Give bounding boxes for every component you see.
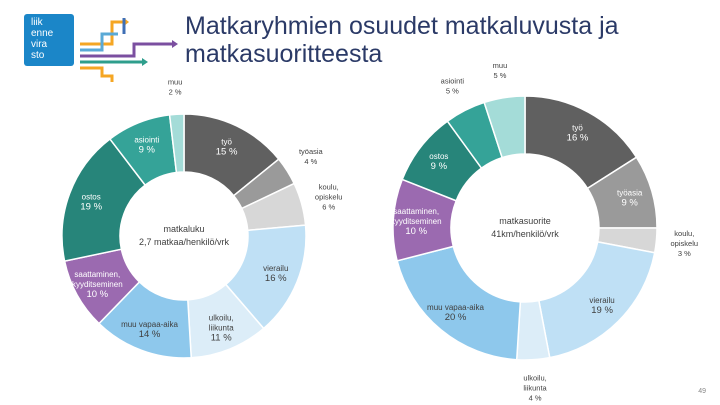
slice-name-label: vierailu	[589, 296, 614, 305]
slice-name-label: koulu,	[674, 229, 694, 238]
donut-chart-matkasuorite: työ 16 %työasia 9 %koulu, opiskelu 3 %vierai…	[391, 61, 698, 403]
slice-label-ostos: ostos 19 %	[80, 193, 102, 213]
slice-label-ostos: ostos 9 %	[429, 152, 448, 172]
slice-name-label: koulu,	[319, 182, 339, 191]
slice-value-label: 4 %	[529, 394, 542, 403]
slice-name-label: ulkoilu,	[209, 314, 234, 323]
slice-value-label: 10 %	[405, 226, 427, 237]
slice-muu	[483, 95, 526, 159]
slice-value-label: 6 %	[322, 202, 335, 211]
slice-value-label: 5 %	[446, 86, 459, 95]
center-label-value: 2,7 matkaa/henkilö/vrk	[139, 237, 230, 247]
logo: liik enne vira sto	[24, 14, 178, 84]
slice-label-ulkoilu-liikunta: ulkoilu, liikunta 11 %	[209, 314, 234, 344]
slice-name-label: kyyditseminen	[391, 217, 442, 226]
slice-name-label: liikunta	[209, 324, 234, 333]
slice-name-label: muu vapaa-aika	[121, 320, 178, 329]
slice-value-label: 3 %	[678, 249, 691, 258]
slice-value-label: 19 %	[80, 202, 102, 213]
slice-label-saattaminen-kyyditseminen: saattaminen, kyyditseminen 10 %	[391, 207, 442, 237]
donut-chart-matkaluku: työ 15 % työasia 4 % koulu, opiskelu 6 % vierai…	[61, 77, 343, 359]
slice-value-label: 15 %	[216, 147, 238, 158]
logo-text-line: enne	[31, 28, 54, 39]
slice-name-label: muu vapaa-aika	[427, 303, 484, 312]
slice-value-label: 4 %	[304, 157, 317, 166]
slice-muu-vapaa-aika	[396, 245, 522, 361]
slice-label-muu-vapaa-aika: muu vapaa-aika 20 %	[427, 303, 484, 323]
logo-text-line: sto	[31, 50, 45, 61]
page-number: 49	[698, 388, 706, 395]
slice-label-työasia: työasia 9 %	[617, 189, 643, 209]
slice-value-label: 5 %	[494, 71, 507, 80]
slice-value-label: 9 %	[139, 144, 156, 155]
slice-name-label: työasia	[299, 147, 324, 156]
slice-value-label: 19 %	[591, 305, 613, 316]
slice-label-koulu-opiskelu: koulu, opiskelu 3 %	[671, 229, 699, 258]
logo-box: liik enne vira sto	[24, 14, 74, 66]
slice-label-saattaminen-kyyditseminen: saattaminen, kyyditseminen 10 %	[72, 270, 123, 300]
slice-value-label: 14 %	[139, 329, 161, 340]
slice-label-koulu-opiskelu: koulu, opiskelu 6 %	[315, 182, 343, 211]
center-label-title: matkasuorite	[499, 216, 551, 226]
center-label-value: 41km/henkilö/vrk	[491, 229, 559, 239]
slice-name-label: asiointi	[441, 76, 465, 85]
slice-value-label: 2 %	[169, 87, 182, 96]
slice-label-vierailu: vierailu 16 %	[263, 264, 288, 284]
slice-label-vierailu: vierailu 19 %	[589, 296, 614, 316]
slice-name-label: ulkoilu,	[523, 374, 546, 383]
slice-value-label: 9 %	[431, 161, 448, 172]
slice-label-muu-vapaa-aika: muu vapaa-aika 14 %	[121, 320, 178, 340]
logo-arrows-icon	[80, 18, 178, 82]
slice-value-label: 9 %	[621, 198, 638, 209]
slice-name-label: muu	[493, 61, 508, 70]
slice-label-asiointi: asiointi 5 %	[441, 76, 465, 95]
slice-name-label: muu	[168, 77, 183, 86]
slice-name-label: kyyditseminen	[72, 280, 123, 289]
slice-name-label: ostos	[82, 193, 101, 202]
slice-label-työ: työ 15 %	[216, 138, 238, 158]
slice-value-label: 16 %	[567, 132, 589, 143]
slice-name-label: saattaminen,	[393, 207, 439, 216]
slice-value-label: 20 %	[445, 312, 467, 323]
slice-name-label: opiskelu	[671, 239, 699, 248]
slice-value-label: 16 %	[265, 273, 287, 284]
title-line-2: matkasuoritteesta	[185, 40, 383, 68]
slice-name-label: asiointi	[134, 135, 159, 144]
page-title: Matkaryhmien osuudet matkaluvusta ja mat…	[185, 12, 705, 68]
title-line-1: Matkaryhmien osuudet matkaluvusta ja	[185, 12, 619, 40]
center-label-title: matkaluku	[163, 224, 204, 234]
slice-name-label: työasia	[617, 189, 643, 198]
slice-label-muu: muu 5 %	[493, 61, 508, 80]
slice-label-ulkoilu-liikunta: ulkoilu, liikunta 4 %	[523, 374, 547, 403]
slice-name-label: saattaminen,	[74, 270, 120, 279]
slice-value-label: 10 %	[86, 289, 108, 300]
logo-text-line: vira	[31, 39, 48, 50]
slice-name-label: vierailu	[263, 264, 288, 273]
slice-name-label: työ	[221, 138, 232, 147]
slice-label-työ: työ 16 %	[567, 123, 589, 143]
slice-value-label: 11 %	[211, 333, 233, 344]
slice-name-label: liikunta	[523, 384, 547, 393]
slice-muu	[168, 113, 185, 174]
slice-label-työasia: työasia 4 %	[299, 147, 324, 166]
slice-name-label: ostos	[429, 152, 448, 161]
slice-name-label: opiskelu	[315, 192, 343, 201]
slice-name-label: työ	[572, 123, 583, 132]
logo-text-line: liik	[31, 17, 43, 28]
slice-label-muu: muu 2 %	[168, 77, 183, 96]
slice-label-asiointi: asiointi 9 %	[134, 135, 159, 155]
